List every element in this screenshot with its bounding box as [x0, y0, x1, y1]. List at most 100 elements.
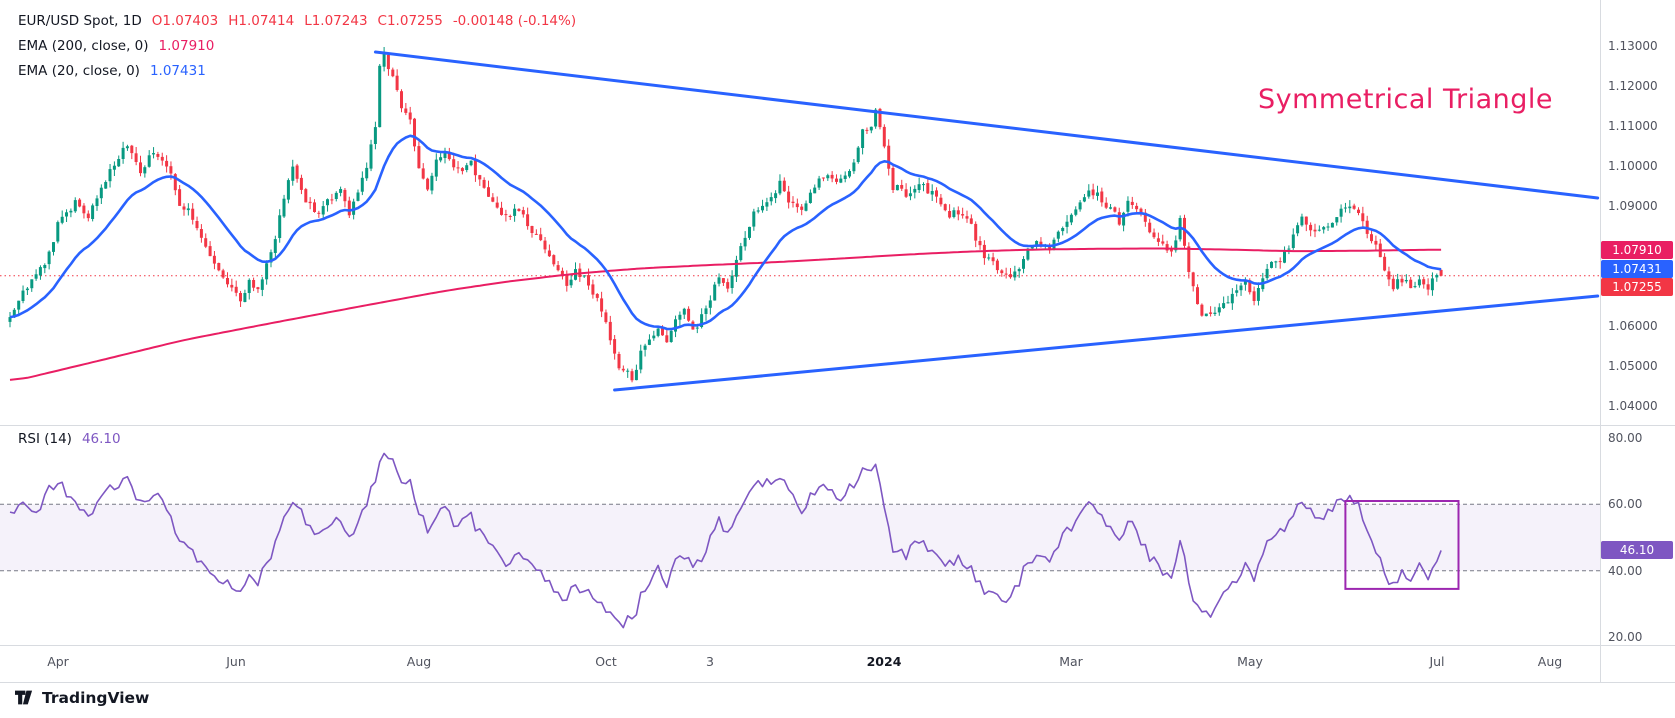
triangle-upper-trendline[interactable] — [373, 50, 1600, 200]
candle-body[interactable] — [56, 222, 60, 242]
candle-body[interactable] — [965, 216, 969, 219]
candle-body[interactable] — [1396, 279, 1400, 289]
candle-body[interactable] — [299, 177, 303, 190]
candle-body[interactable] — [882, 126, 886, 147]
candle-body[interactable] — [948, 211, 952, 218]
footer-brand-name[interactable]: TradingView — [42, 688, 150, 707]
candle-body[interactable] — [1091, 189, 1095, 196]
candle-body[interactable] — [1335, 217, 1339, 223]
candle-body[interactable] — [626, 370, 630, 372]
candle-body[interactable] — [226, 278, 229, 285]
candle-body[interactable] — [656, 328, 660, 336]
candle-body[interactable] — [43, 265, 47, 269]
ema20-line[interactable] — [9, 134, 1442, 331]
candle-body[interactable] — [1270, 261, 1273, 268]
candle-body[interactable] — [1017, 269, 1021, 272]
candle-body[interactable] — [1296, 225, 1300, 234]
footer-branding[interactable]: TradingView — [14, 688, 149, 707]
candle-body[interactable] — [291, 166, 295, 181]
candle-body[interactable] — [1096, 192, 1099, 196]
candle-body[interactable] — [1130, 201, 1134, 205]
ema200-line[interactable] — [9, 247, 1442, 381]
candle-body[interactable] — [1056, 231, 1060, 239]
candle-body[interactable] — [869, 126, 873, 131]
candle-body[interactable] — [591, 284, 595, 295]
candle-body[interactable] — [73, 200, 77, 212]
candle-body[interactable] — [791, 201, 795, 203]
candle-body[interactable] — [1243, 280, 1247, 285]
candle-body[interactable] — [600, 298, 604, 312]
candle-body[interactable] — [582, 275, 586, 277]
candle-body[interactable] — [1343, 207, 1347, 209]
candle-body[interactable] — [173, 174, 177, 191]
candle-body[interactable] — [452, 159, 456, 168]
candle-body[interactable] — [1361, 213, 1365, 222]
candle-body[interactable] — [835, 178, 838, 182]
candle-body[interactable] — [191, 208, 195, 220]
candle-body[interactable] — [286, 180, 290, 200]
candle-body[interactable] — [1409, 279, 1413, 289]
candle-body[interactable] — [513, 208, 517, 216]
candle-body[interactable] — [352, 201, 356, 215]
candle-body[interactable] — [595, 294, 599, 298]
candle-body[interactable] — [400, 91, 403, 109]
candle-body[interactable] — [1404, 280, 1408, 282]
candle-body[interactable] — [1009, 274, 1012, 278]
candle-body[interactable] — [178, 189, 182, 206]
candle-body[interactable] — [908, 193, 912, 197]
candle-body[interactable] — [230, 284, 234, 288]
candle-body[interactable] — [778, 180, 782, 194]
candle-body[interactable] — [1274, 261, 1278, 263]
candle-body[interactable] — [508, 216, 512, 217]
candle-body[interactable] — [65, 212, 68, 217]
candle-body[interactable] — [1022, 259, 1025, 269]
candle-body[interactable] — [125, 146, 129, 149]
candle-body[interactable] — [373, 127, 377, 144]
candle-body[interactable] — [878, 108, 882, 128]
candle-body[interactable] — [104, 182, 108, 189]
candle-body[interactable] — [1204, 313, 1208, 317]
candle-body[interactable] — [917, 184, 921, 190]
candle-body[interactable] — [887, 145, 891, 169]
candle-body[interactable] — [795, 203, 799, 208]
candle-body[interactable] — [1000, 270, 1004, 274]
candle-body[interactable] — [930, 191, 934, 195]
candle-body[interactable] — [1152, 232, 1156, 238]
candle-body[interactable] — [843, 175, 847, 180]
candle-body[interactable] — [243, 293, 247, 302]
candle-body[interactable] — [443, 153, 447, 158]
candle-body[interactable] — [961, 214, 965, 216]
candle-body[interactable] — [974, 223, 978, 241]
candle-body[interactable] — [1135, 205, 1139, 210]
candle-body[interactable] — [1187, 246, 1191, 272]
candle-body[interactable] — [1417, 279, 1421, 286]
candle-body[interactable] — [891, 168, 895, 190]
candle-body[interactable] — [652, 335, 656, 339]
candle-body[interactable] — [556, 265, 560, 271]
candle-body[interactable] — [1183, 217, 1186, 246]
candle-body[interactable] — [1004, 273, 1008, 275]
candle-body[interactable] — [1113, 207, 1117, 212]
candle-body[interactable] — [1165, 244, 1169, 251]
candle-body[interactable] — [252, 280, 256, 288]
candle-body[interactable] — [743, 237, 747, 247]
candle-body[interactable] — [1426, 284, 1430, 290]
candle-body[interactable] — [1413, 286, 1417, 288]
symmetrical-triangle-label[interactable]: Symmetrical Triangle — [1258, 84, 1554, 115]
candle-body[interactable] — [208, 246, 212, 257]
candle-body[interactable] — [939, 197, 943, 205]
candle-body[interactable] — [904, 189, 908, 197]
candle-body[interactable] — [382, 53, 386, 67]
candle-body[interactable] — [1061, 228, 1065, 232]
candle-body[interactable] — [821, 177, 825, 179]
candle-body[interactable] — [313, 202, 316, 212]
candle-body[interactable] — [69, 210, 73, 213]
candle-body[interactable] — [1065, 221, 1069, 227]
candle-body[interactable] — [856, 147, 860, 162]
symbol-row[interactable]: EUR/USD Spot, 1D O1.07403 H1.07414 L1.07… — [18, 8, 576, 33]
candle-body[interactable] — [1191, 272, 1195, 287]
candle-body[interactable] — [47, 251, 51, 265]
candle-body[interactable] — [800, 206, 804, 210]
candle-body[interactable] — [647, 339, 651, 345]
candle-body[interactable] — [517, 208, 521, 211]
